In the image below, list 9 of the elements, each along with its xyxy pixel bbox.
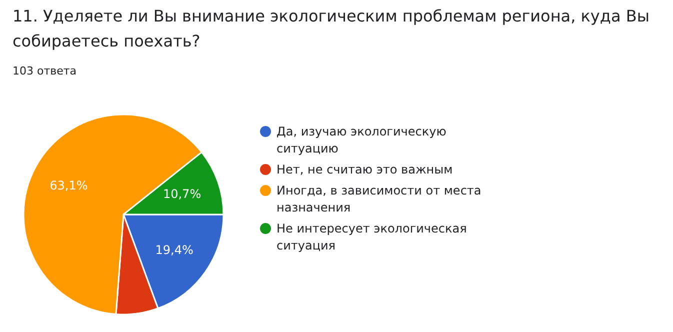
legend-label: Иногда, в зависимости от места назначения — [276, 184, 482, 214]
legend-label: Нет, не считаю это важным — [276, 162, 453, 176]
data-label: 63,1% — [50, 178, 88, 192]
chart-subtitle: 103 ответа — [12, 64, 77, 78]
legend-label: Да, изучаю экологическую ситуацию — [276, 124, 446, 156]
data-label: 10,7% — [162, 187, 202, 202]
legend-label: Не интересует экологическая ситуация — [276, 222, 467, 252]
chart-title: 11. Уделяете ли Вы внимание экологическим проблемам региона, куда Вы собираетесь поехать? — [12, 6, 650, 50]
data-label: 19,4% — [155, 242, 194, 257]
